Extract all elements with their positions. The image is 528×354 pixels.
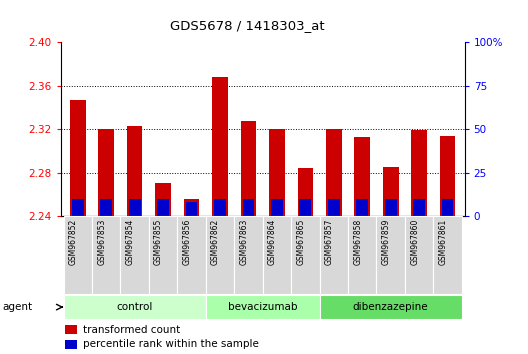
FancyBboxPatch shape [319,295,462,319]
Bar [385,199,397,216]
Text: GSM967853: GSM967853 [97,218,106,265]
Bar [440,136,455,216]
FancyBboxPatch shape [92,216,120,294]
FancyBboxPatch shape [348,216,376,294]
FancyBboxPatch shape [234,216,262,294]
Bar [157,199,169,216]
FancyBboxPatch shape [206,216,234,294]
FancyBboxPatch shape [63,216,92,294]
Bar [65,325,77,334]
Bar [184,199,200,216]
FancyBboxPatch shape [319,216,348,294]
Text: bevacizumab: bevacizumab [228,302,297,312]
Text: percentile rank within the sample: percentile rank within the sample [83,339,259,349]
Bar [383,167,399,216]
FancyBboxPatch shape [291,216,319,294]
Bar [413,199,425,216]
Text: GSM967863: GSM967863 [240,218,249,265]
Bar [411,130,427,216]
Bar [155,183,171,216]
Text: GSM967855: GSM967855 [154,218,163,265]
Bar [186,202,197,216]
Bar [442,199,454,216]
Text: GSM967860: GSM967860 [410,218,419,265]
Text: GSM967865: GSM967865 [296,218,305,265]
Text: control: control [117,302,153,312]
Bar [242,199,254,216]
FancyBboxPatch shape [120,216,149,294]
Text: GSM967857: GSM967857 [325,218,334,265]
FancyBboxPatch shape [149,216,177,294]
Text: GSM967859: GSM967859 [382,218,391,265]
FancyBboxPatch shape [405,216,433,294]
Bar [70,100,86,216]
Bar [299,199,311,216]
Text: GSM967852: GSM967852 [69,218,78,264]
Bar [212,77,228,216]
Bar [241,121,256,216]
Bar [72,199,83,216]
FancyBboxPatch shape [206,295,319,319]
Bar [100,199,112,216]
Bar [214,199,226,216]
Text: agent: agent [3,302,33,312]
Text: GSM967854: GSM967854 [126,218,135,265]
Bar [65,340,77,349]
Bar [356,199,368,216]
Bar [98,129,114,216]
Bar [326,129,342,216]
Text: GSM967861: GSM967861 [439,218,448,264]
FancyBboxPatch shape [376,216,405,294]
Bar [269,129,285,216]
FancyBboxPatch shape [177,216,206,294]
Bar [297,168,313,216]
Bar [127,126,143,216]
Text: GSM967858: GSM967858 [353,218,362,264]
Text: GSM967862: GSM967862 [211,218,220,264]
Text: dibenzazepine: dibenzazepine [353,302,429,312]
Bar [271,199,283,216]
Text: GSM967856: GSM967856 [183,218,192,265]
Bar [354,137,370,216]
FancyBboxPatch shape [63,295,206,319]
Text: transformed count: transformed count [83,325,180,335]
Bar [129,199,140,216]
FancyBboxPatch shape [433,216,462,294]
Text: GSM967864: GSM967864 [268,218,277,265]
Text: GDS5678 / 1418303_at: GDS5678 / 1418303_at [169,19,324,32]
FancyBboxPatch shape [262,216,291,294]
Bar [328,199,340,216]
